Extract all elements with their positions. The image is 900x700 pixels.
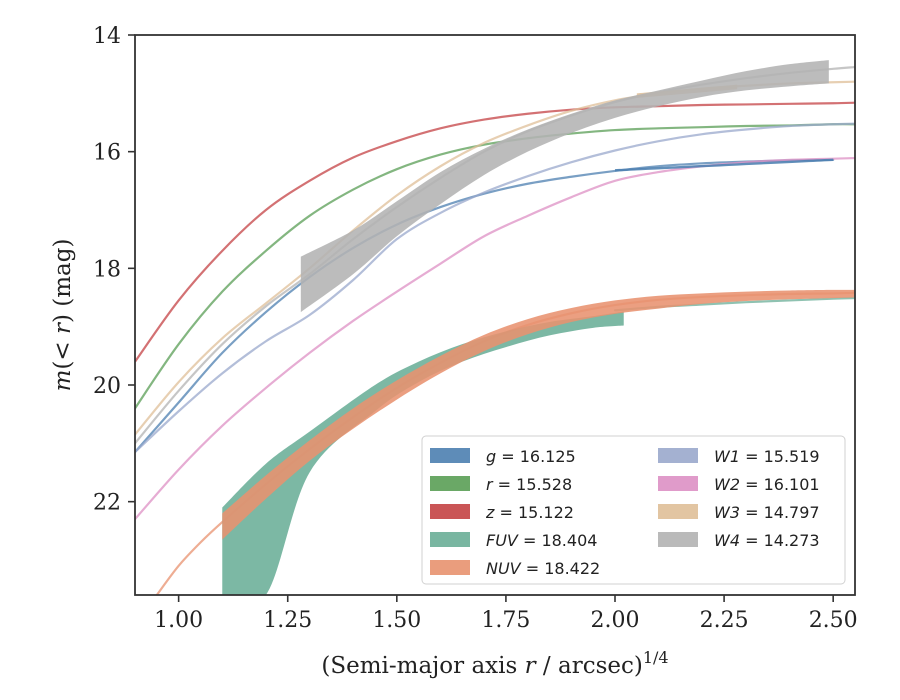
y-tick-label: 22 — [93, 491, 121, 516]
y-axis-ticks: 14 16 18 20 22 — [93, 24, 135, 516]
legend-swatch-w2 — [658, 476, 698, 491]
legend-swatch-fuv — [430, 532, 470, 547]
legend-box — [421, 435, 846, 585]
series-line-w3 — [135, 80, 855, 436]
legend-label-g: g = 16.125 — [486, 447, 576, 466]
x-tick-label: 1.25 — [263, 608, 312, 633]
legend-label-w4: W4 = 14.273 — [714, 531, 820, 550]
legend: g = 16.125 r = 15.528 z = 15.122 FUV = 18.4… — [421, 435, 846, 585]
series-line-w4 — [135, 65, 855, 445]
y-tick-label: 14 — [93, 24, 121, 49]
series-line-w1 — [135, 122, 855, 454]
legend-label-fuv: FUV = 18.404 — [486, 531, 597, 550]
series-line-g — [135, 158, 835, 454]
legend-label-w3: W3 = 14.797 — [714, 503, 820, 522]
x-axis-title: (Semi-major axis r / arcsec)1/4 — [321, 648, 668, 679]
series-band-nuv — [222, 289, 855, 540]
legend-label-nuv: NUV = 18.422 — [486, 559, 600, 578]
profile-lines — [135, 60, 855, 595]
x-tick-label: 2.00 — [591, 608, 640, 633]
legend-swatch-w3 — [658, 504, 698, 519]
series-band-g — [615, 158, 834, 172]
legend-label-z: z = 15.122 — [485, 503, 574, 522]
legend-swatch-w4 — [658, 532, 698, 547]
plot-frame — [134, 34, 856, 596]
legend-swatch-g — [430, 448, 470, 463]
legend-label-w2: W2 = 16.101 — [714, 475, 820, 494]
series-line-w2 — [135, 156, 855, 521]
legend-swatch-w1 — [658, 448, 698, 463]
legend-label-w1: W1 = 15.519 — [714, 447, 820, 466]
y-tick-label: 20 — [93, 374, 121, 399]
series-band-w4 — [300, 60, 829, 313]
y-tick-label: 16 — [93, 141, 121, 166]
legend-label-r: r = 15.528 — [486, 475, 572, 494]
x-axis-ticks: 1.00 1.25 1.50 1.75 2.00 2.25 2.50 — [154, 595, 858, 633]
x-tick-label: 2.50 — [809, 608, 858, 633]
y-tick-label: 18 — [93, 257, 121, 282]
legend-swatch-r — [430, 476, 470, 491]
x-tick-label: 1.75 — [481, 608, 530, 633]
series-line-z — [135, 101, 855, 363]
x-tick-label: 1.50 — [372, 608, 421, 633]
y-axis-title: m(< r) (mag) — [50, 239, 76, 392]
legend-swatch-nuv — [430, 560, 470, 575]
x-tick-label: 1.00 — [154, 608, 203, 633]
x-tick-label: 2.25 — [700, 608, 749, 633]
legend-swatch-z — [430, 504, 470, 519]
